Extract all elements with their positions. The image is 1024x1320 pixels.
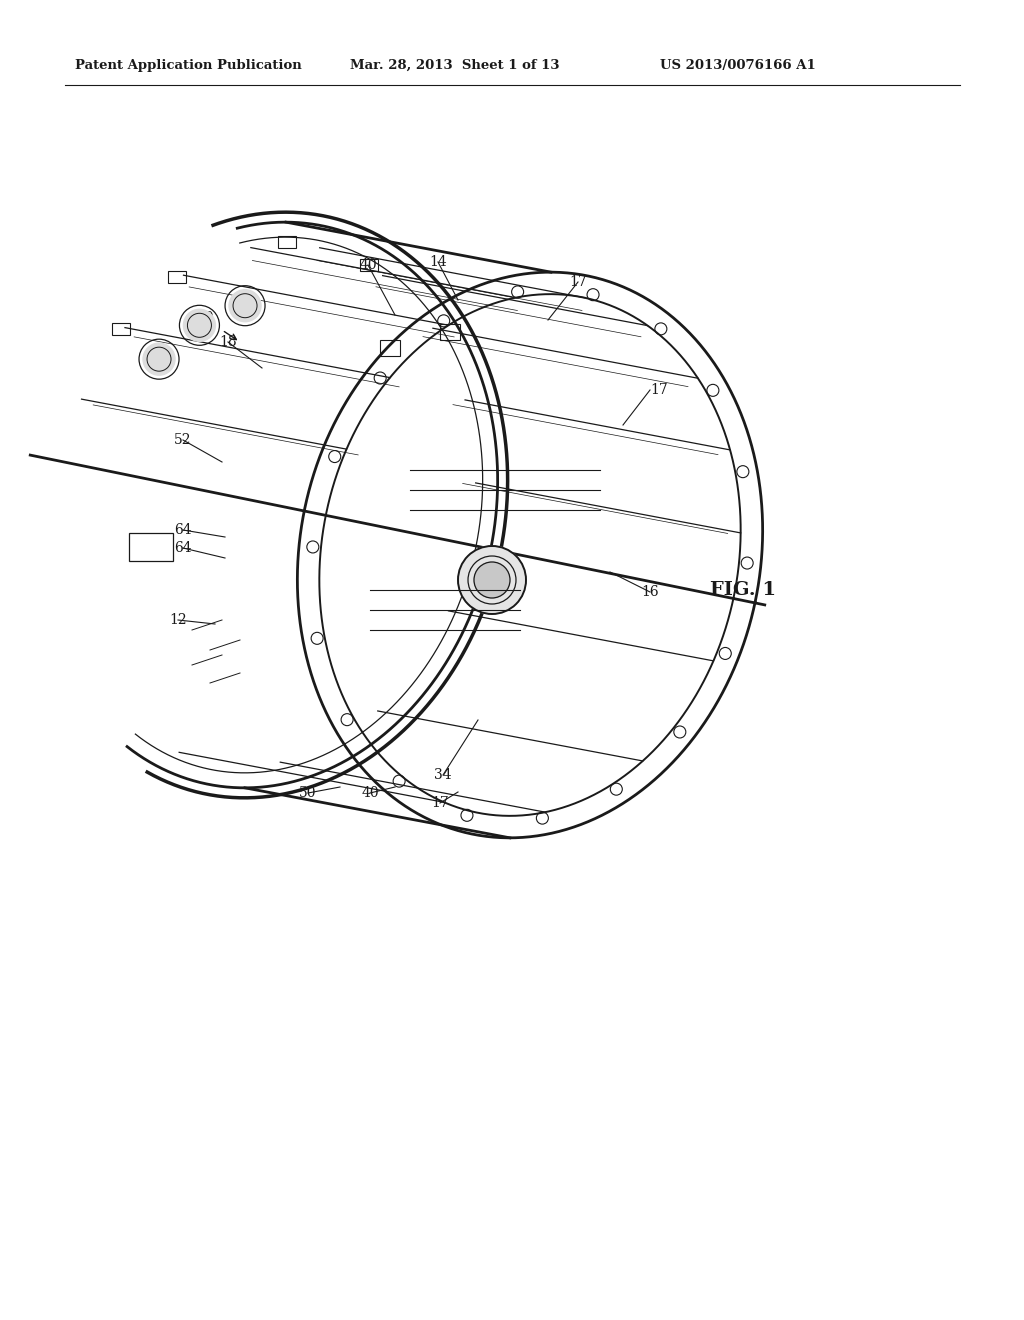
Bar [380, 341, 400, 356]
Circle shape [474, 562, 510, 598]
Bar [360, 259, 379, 271]
Text: 40: 40 [361, 785, 379, 800]
Text: FIG. 1: FIG. 1 [710, 581, 776, 599]
Circle shape [183, 309, 215, 342]
Bar [440, 323, 460, 341]
Text: 18: 18 [219, 335, 237, 348]
Circle shape [229, 289, 261, 322]
Text: 52: 52 [174, 433, 191, 447]
Text: 12: 12 [169, 612, 186, 627]
Text: 40: 40 [359, 257, 377, 272]
Text: 34: 34 [434, 768, 452, 781]
Text: 17: 17 [569, 275, 587, 289]
Text: 17: 17 [431, 796, 449, 810]
Circle shape [143, 343, 175, 375]
Circle shape [458, 546, 526, 614]
Text: 50: 50 [299, 785, 316, 800]
Text: 16: 16 [641, 585, 658, 599]
Text: 10: 10 [197, 312, 214, 325]
Text: 64: 64 [174, 523, 191, 537]
Bar [279, 236, 296, 248]
Text: 17: 17 [650, 383, 668, 397]
Text: 14: 14 [429, 255, 446, 269]
Text: US 2013/0076166 A1: US 2013/0076166 A1 [660, 58, 816, 71]
Bar [168, 272, 185, 284]
Bar [112, 323, 130, 335]
Text: Patent Application Publication: Patent Application Publication [75, 58, 302, 71]
Text: Mar. 28, 2013  Sheet 1 of 13: Mar. 28, 2013 Sheet 1 of 13 [350, 58, 559, 71]
Bar [129, 533, 173, 561]
Text: 64: 64 [174, 541, 191, 554]
